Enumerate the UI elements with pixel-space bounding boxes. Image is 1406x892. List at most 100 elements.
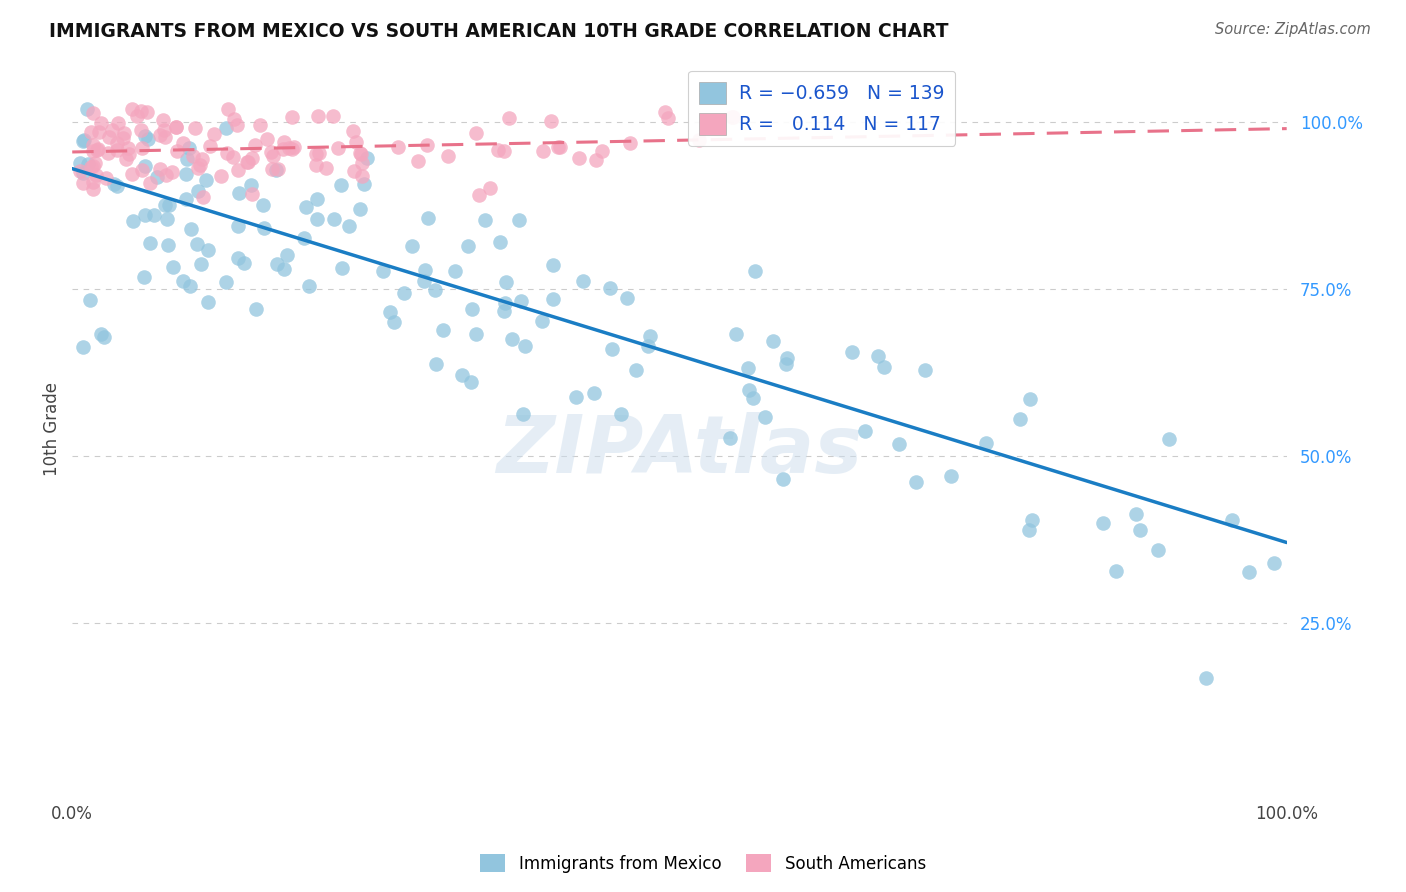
Point bbox=[492, 144, 515, 158]
Point bbox=[315, 161, 337, 175]
Point bbox=[82, 145, 104, 159]
Point bbox=[305, 212, 328, 227]
Point bbox=[125, 109, 148, 123]
Point bbox=[283, 140, 305, 154]
Point bbox=[853, 424, 876, 438]
Point bbox=[619, 136, 641, 150]
Point bbox=[190, 257, 212, 271]
Point bbox=[83, 155, 105, 169]
Point bbox=[550, 140, 572, 154]
Point bbox=[640, 328, 662, 343]
Point bbox=[486, 143, 509, 157]
Point bbox=[723, 110, 745, 124]
Point bbox=[142, 207, 165, 221]
Point bbox=[277, 141, 299, 155]
Point bbox=[138, 235, 160, 250]
Point bbox=[1237, 565, 1260, 579]
Point bbox=[260, 145, 283, 159]
Point bbox=[90, 116, 112, 130]
Point bbox=[939, 468, 962, 483]
Point bbox=[136, 132, 159, 146]
Point bbox=[741, 391, 763, 405]
Point bbox=[718, 431, 741, 445]
Point bbox=[222, 150, 245, 164]
Point bbox=[253, 221, 276, 235]
Point bbox=[117, 146, 139, 161]
Point bbox=[464, 326, 486, 341]
Point bbox=[465, 126, 488, 140]
Point bbox=[373, 263, 395, 277]
Point bbox=[72, 340, 94, 354]
Point bbox=[82, 159, 104, 173]
Point bbox=[413, 263, 436, 277]
Point bbox=[425, 284, 447, 298]
Point bbox=[276, 248, 298, 262]
Point bbox=[240, 178, 263, 192]
Point bbox=[122, 214, 145, 228]
Point bbox=[191, 190, 214, 204]
Point bbox=[1019, 392, 1042, 406]
Point bbox=[153, 129, 176, 144]
Point bbox=[179, 141, 201, 155]
Point bbox=[135, 104, 157, 119]
Point bbox=[191, 153, 214, 167]
Point bbox=[252, 197, 274, 211]
Point bbox=[69, 156, 91, 170]
Point bbox=[460, 302, 482, 317]
Point bbox=[624, 363, 647, 377]
Text: ZIPAtlas: ZIPAtlas bbox=[496, 411, 863, 490]
Point bbox=[174, 192, 197, 206]
Point bbox=[657, 111, 679, 125]
Point bbox=[307, 109, 329, 123]
Point bbox=[134, 208, 156, 222]
Point bbox=[868, 349, 890, 363]
Point bbox=[328, 141, 350, 155]
Point bbox=[97, 145, 120, 160]
Text: IMMIGRANTS FROM MEXICO VS SOUTH AMERICAN 10TH GRADE CORRELATION CHART: IMMIGRANTS FROM MEXICO VS SOUTH AMERICAN… bbox=[49, 22, 949, 41]
Point bbox=[450, 368, 472, 383]
Point bbox=[281, 110, 304, 124]
Point bbox=[103, 177, 125, 191]
Point bbox=[356, 152, 378, 166]
Point bbox=[281, 143, 304, 157]
Point bbox=[266, 257, 288, 271]
Point bbox=[72, 176, 94, 190]
Point bbox=[215, 146, 238, 161]
Point bbox=[568, 152, 591, 166]
Point bbox=[298, 279, 321, 293]
Point bbox=[174, 167, 197, 181]
Point bbox=[273, 135, 295, 149]
Point bbox=[134, 128, 156, 143]
Point bbox=[406, 154, 429, 169]
Point bbox=[974, 436, 997, 450]
Point bbox=[149, 128, 172, 143]
Point bbox=[179, 279, 201, 293]
Point bbox=[69, 163, 91, 178]
Point bbox=[1159, 432, 1181, 446]
Point bbox=[249, 119, 271, 133]
Point bbox=[243, 137, 266, 152]
Point bbox=[415, 137, 437, 152]
Point bbox=[305, 193, 328, 207]
Point bbox=[80, 125, 103, 139]
Point bbox=[105, 144, 128, 158]
Point bbox=[616, 291, 638, 305]
Point bbox=[754, 410, 776, 425]
Point bbox=[501, 332, 523, 346]
Point bbox=[80, 160, 103, 174]
Point bbox=[217, 102, 239, 116]
Legend: R = −0.659   N = 139, R =   0.114   N = 117: R = −0.659 N = 139, R = 0.114 N = 117 bbox=[688, 70, 956, 146]
Point bbox=[256, 132, 278, 146]
Point bbox=[437, 148, 460, 162]
Point bbox=[305, 147, 328, 161]
Point bbox=[82, 106, 104, 120]
Point bbox=[510, 294, 533, 309]
Point bbox=[457, 238, 479, 252]
Point bbox=[460, 375, 482, 389]
Point bbox=[401, 238, 423, 252]
Point bbox=[305, 157, 328, 171]
Point bbox=[413, 274, 436, 288]
Point bbox=[228, 162, 250, 177]
Point bbox=[121, 167, 143, 181]
Point bbox=[226, 252, 249, 266]
